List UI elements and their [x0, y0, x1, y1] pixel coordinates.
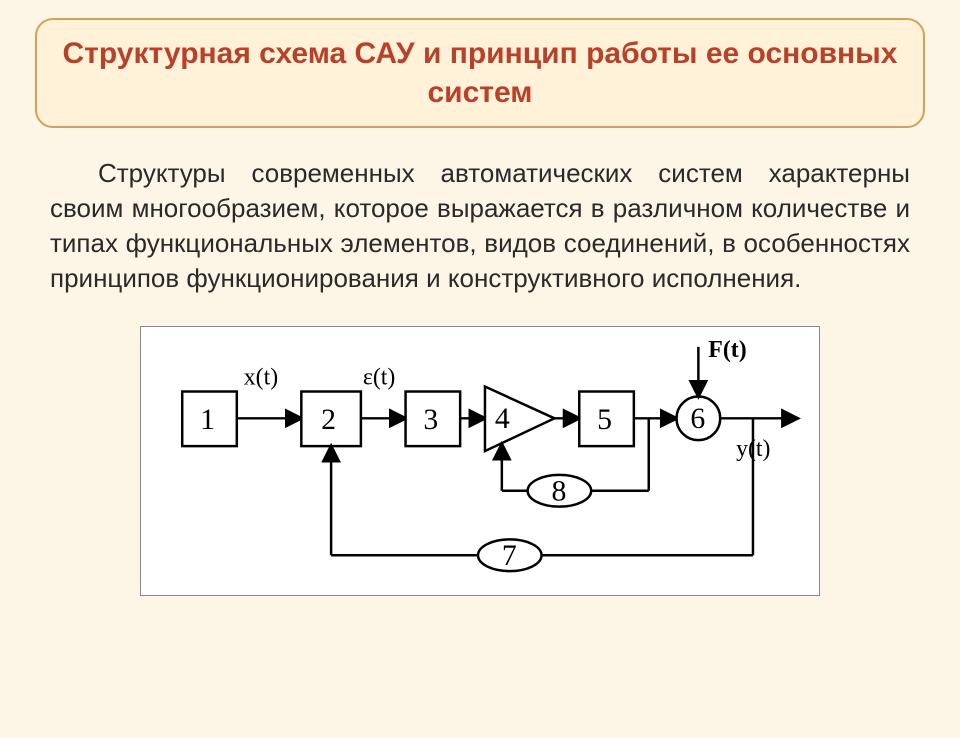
title-box: Структурная схема САУ и принцип работы е… [35, 18, 925, 128]
diagram-svg: 1 x(t) 2 ε(t) 3 4 5 6 F(t) y(t) [141, 327, 819, 595]
block-diagram: 1 x(t) 2 ε(t) 3 4 5 6 F(t) y(t) [140, 326, 820, 596]
body-paragraph: Структуры современных автоматических сис… [50, 156, 910, 296]
block-6-label: 6 [690, 403, 705, 436]
block-1-label: 1 [200, 404, 215, 437]
signal-F: F(t) [708, 337, 746, 363]
signal-x: x(t) [244, 365, 278, 391]
block-5-label: 5 [597, 404, 612, 437]
block-3-label: 3 [423, 404, 438, 437]
block-4-label: 4 [495, 403, 510, 436]
signal-eps: ε(t) [363, 365, 395, 391]
block-2-label: 2 [321, 404, 336, 437]
page-title: Структурная схема САУ и принцип работы е… [57, 34, 903, 112]
block-8-label: 8 [551, 475, 566, 508]
block-7-label: 7 [502, 540, 517, 573]
